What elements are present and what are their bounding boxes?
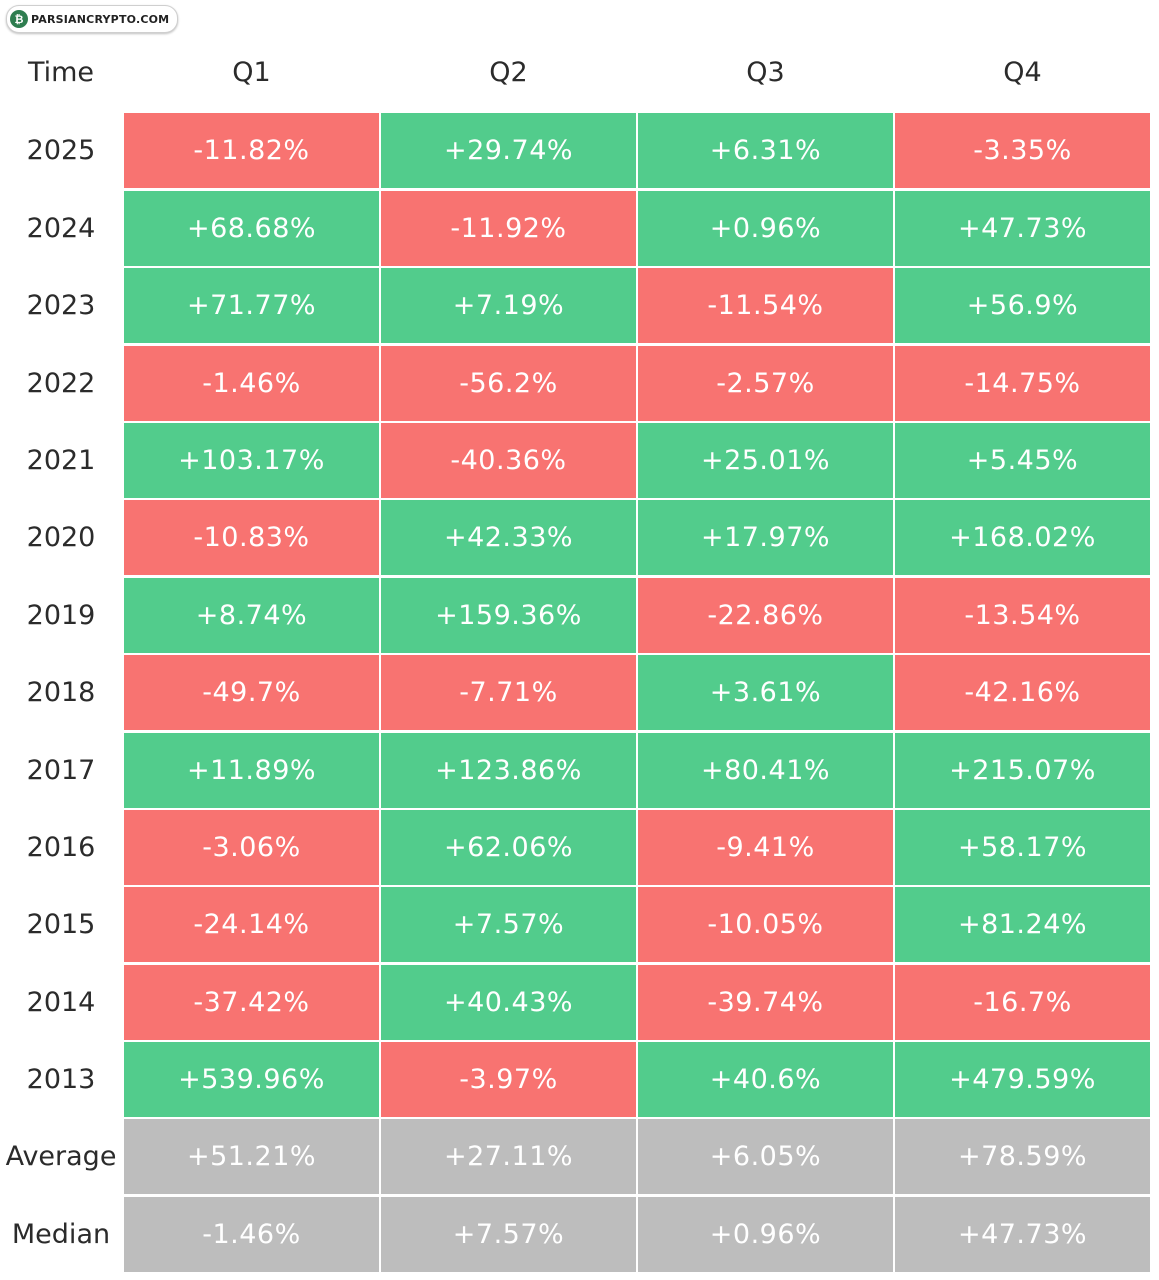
- return-cell: -11.54%: [638, 268, 893, 344]
- return-cell: -24.14%: [124, 887, 379, 963]
- logo-text: PARSIANCRYPTO.COM: [31, 12, 170, 26]
- summary-cell: -1.46%: [124, 1196, 379, 1272]
- return-cell: +11.89%: [124, 732, 379, 808]
- return-cell: +68.68%: [124, 190, 379, 266]
- return-cell: +81.24%: [895, 887, 1150, 963]
- return-cell: -11.82%: [124, 113, 379, 189]
- column-header-q4: Q4: [1003, 56, 1042, 88]
- return-cell: +103.17%: [124, 422, 379, 498]
- row-label-2014: 2014: [26, 986, 96, 1018]
- return-cell: +56.9%: [895, 268, 1150, 344]
- return-cell: +7.19%: [381, 268, 636, 344]
- return-cell: -3.06%: [124, 809, 379, 885]
- return-cell: +215.07%: [895, 732, 1150, 808]
- return-cell: -3.35%: [895, 113, 1150, 189]
- return-cell: +25.01%: [638, 422, 893, 498]
- return-cell: +7.57%: [381, 887, 636, 963]
- row-label-2013: 2013: [26, 1064, 96, 1096]
- summary-cell: +78.59%: [895, 1119, 1150, 1195]
- summary-cell: +6.05%: [638, 1119, 893, 1195]
- return-cell: +58.17%: [895, 809, 1150, 885]
- row-label-2017: 2017: [26, 754, 96, 786]
- return-cell: +40.43%: [381, 964, 636, 1040]
- row-label-2020: 2020: [26, 522, 96, 554]
- row-label-2023: 2023: [26, 290, 96, 322]
- return-cell: -7.71%: [381, 655, 636, 731]
- row-label-2022: 2022: [26, 367, 96, 399]
- row-label-2015: 2015: [26, 909, 96, 941]
- return-cell: +17.97%: [638, 500, 893, 576]
- summary-cell: +47.73%: [895, 1196, 1150, 1272]
- return-cell: -56.2%: [381, 345, 636, 421]
- return-cell: +479.59%: [895, 1042, 1150, 1118]
- header-time-label: Time: [27, 56, 95, 88]
- summary-cell: +27.11%: [381, 1119, 636, 1195]
- row-label-2025: 2025: [26, 135, 96, 167]
- quarterly-returns-table: Time Q1 Q2 Q3 Q4 2025 -11.82% +29.74% +6.31% -3.3…: [0, 33, 1150, 1272]
- return-cell: -3.97%: [381, 1042, 636, 1118]
- return-cell: -1.46%: [124, 345, 379, 421]
- return-cell: -11.92%: [381, 190, 636, 266]
- return-cell: +71.77%: [124, 268, 379, 344]
- return-cell: +42.33%: [381, 500, 636, 576]
- row-label-2019: 2019: [26, 599, 96, 631]
- return-cell: +123.86%: [381, 732, 636, 808]
- return-cell: +539.96%: [124, 1042, 379, 1118]
- return-cell: +8.74%: [124, 577, 379, 653]
- row-label-median: Median: [11, 1218, 111, 1250]
- return-cell: -14.75%: [895, 345, 1150, 421]
- return-cell: +40.6%: [638, 1042, 893, 1118]
- return-cell: -10.83%: [124, 500, 379, 576]
- return-cell: +6.31%: [638, 113, 893, 189]
- summary-cell: +0.96%: [638, 1196, 893, 1272]
- return-cell: -13.54%: [895, 577, 1150, 653]
- return-cell: -2.57%: [638, 345, 893, 421]
- row-label-2021: 2021: [26, 444, 96, 476]
- row-label-2024: 2024: [26, 212, 96, 244]
- row-label-2016: 2016: [26, 831, 96, 863]
- return-cell: -9.41%: [638, 809, 893, 885]
- return-cell: -42.16%: [895, 655, 1150, 731]
- return-cell: -39.74%: [638, 964, 893, 1040]
- return-cell: -22.86%: [638, 577, 893, 653]
- return-cell: +3.61%: [638, 655, 893, 731]
- return-cell: +47.73%: [895, 190, 1150, 266]
- column-header-q3: Q3: [746, 56, 785, 88]
- row-label-2018: 2018: [26, 677, 96, 709]
- return-cell: +80.41%: [638, 732, 893, 808]
- return-cell: +159.36%: [381, 577, 636, 653]
- return-cell: +29.74%: [381, 113, 636, 189]
- site-logo: ₿ PARSIANCRYPTO.COM: [6, 5, 179, 33]
- column-header-q2: Q2: [489, 56, 528, 88]
- return-cell: -10.05%: [638, 887, 893, 963]
- logo-icon: ₿: [10, 10, 28, 28]
- return-cell: -49.7%: [124, 655, 379, 731]
- return-cell: +168.02%: [895, 500, 1150, 576]
- column-header-q1: Q1: [232, 56, 271, 88]
- summary-cell: +51.21%: [124, 1119, 379, 1195]
- summary-cell: +7.57%: [381, 1196, 636, 1272]
- return-cell: +62.06%: [381, 809, 636, 885]
- return-cell: -40.36%: [381, 422, 636, 498]
- row-label-average: Average: [5, 1141, 117, 1173]
- return-cell: +0.96%: [638, 190, 893, 266]
- return-cell: -16.7%: [895, 964, 1150, 1040]
- return-cell: +5.45%: [895, 422, 1150, 498]
- return-cell: -37.42%: [124, 964, 379, 1040]
